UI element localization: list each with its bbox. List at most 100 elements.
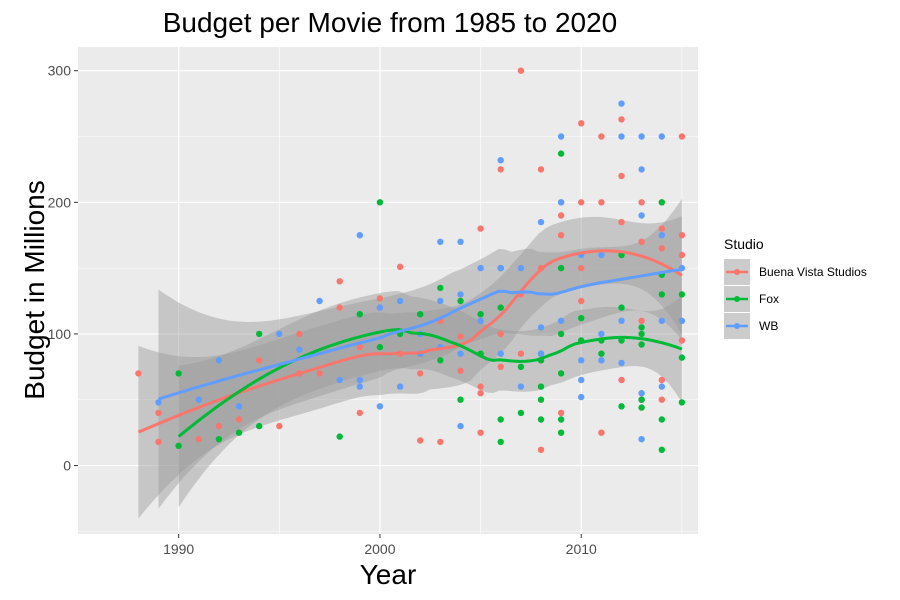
data-point bbox=[598, 350, 605, 357]
y-axis-title: Budget in Millions bbox=[19, 180, 50, 399]
data-point bbox=[437, 357, 444, 364]
data-point bbox=[537, 416, 545, 423]
data-point bbox=[437, 297, 444, 305]
data-point bbox=[457, 367, 464, 374]
data-point bbox=[517, 67, 525, 74]
data-point bbox=[457, 350, 464, 357]
confidence-band bbox=[178, 291, 682, 508]
data-point bbox=[557, 199, 565, 206]
data-point bbox=[256, 422, 263, 430]
data-point bbox=[658, 383, 665, 390]
data-point bbox=[316, 297, 323, 305]
data-point bbox=[678, 291, 686, 298]
legend-label: WB bbox=[759, 319, 778, 333]
data-point bbox=[336, 376, 343, 384]
data-point bbox=[175, 442, 182, 449]
data-point bbox=[376, 304, 384, 311]
plot-panel bbox=[78, 47, 698, 534]
data-point bbox=[578, 120, 585, 127]
data-point bbox=[658, 232, 665, 239]
data-point bbox=[457, 291, 464, 298]
data-point bbox=[598, 133, 605, 140]
data-point bbox=[296, 346, 303, 353]
data-point bbox=[557, 409, 565, 417]
data-point bbox=[638, 317, 645, 324]
data-point bbox=[658, 376, 665, 384]
data-point bbox=[215, 422, 223, 430]
data-point bbox=[578, 393, 585, 401]
data-point bbox=[638, 436, 645, 443]
data-point bbox=[537, 166, 545, 173]
data-point bbox=[497, 350, 504, 357]
data-point bbox=[356, 232, 363, 239]
data-point bbox=[477, 264, 484, 272]
data-point bbox=[618, 403, 625, 410]
data-point bbox=[638, 212, 645, 219]
data-point bbox=[517, 383, 525, 390]
data-point bbox=[457, 396, 464, 403]
data-point bbox=[316, 370, 323, 377]
data-point bbox=[678, 337, 686, 344]
data-point bbox=[557, 370, 565, 377]
data-point bbox=[356, 409, 363, 417]
data-point bbox=[497, 416, 504, 423]
data-point bbox=[557, 150, 565, 157]
data-point bbox=[678, 133, 686, 140]
data-point bbox=[658, 446, 665, 453]
data-point bbox=[618, 359, 625, 367]
data-point bbox=[336, 433, 343, 440]
data-point bbox=[678, 317, 686, 324]
data-point bbox=[557, 416, 565, 423]
data-point bbox=[437, 284, 444, 292]
x-tick-label: 2000 bbox=[364, 541, 395, 557]
data-point bbox=[376, 295, 384, 302]
data-point bbox=[155, 399, 162, 406]
confidence-band bbox=[138, 216, 682, 519]
data-point bbox=[678, 232, 686, 239]
data-point bbox=[497, 166, 504, 173]
data-point bbox=[497, 264, 504, 272]
data-point bbox=[638, 396, 645, 403]
data-point bbox=[457, 422, 464, 430]
data-point bbox=[638, 199, 645, 206]
data-point bbox=[477, 390, 484, 397]
data-point bbox=[477, 225, 484, 232]
data-point bbox=[195, 396, 202, 403]
data-point bbox=[537, 218, 545, 226]
data-point bbox=[557, 264, 565, 272]
data-point bbox=[517, 264, 525, 272]
data-point bbox=[578, 376, 585, 384]
data-point bbox=[578, 357, 585, 364]
data-point bbox=[155, 438, 162, 446]
data-point bbox=[557, 317, 565, 324]
y-tick-label: 0 bbox=[63, 458, 71, 474]
data-point bbox=[598, 357, 605, 364]
data-point bbox=[396, 297, 404, 305]
legend-label: Buena Vista Studios bbox=[759, 265, 867, 279]
chart-title: Budget per Movie from 1985 to 2020 bbox=[163, 7, 618, 38]
data-point bbox=[537, 446, 545, 453]
data-point bbox=[517, 363, 525, 370]
data-point bbox=[336, 278, 343, 285]
y-tick-label: 100 bbox=[48, 326, 72, 342]
data-point bbox=[517, 409, 525, 417]
data-point bbox=[557, 232, 565, 239]
data-point bbox=[578, 264, 585, 272]
data-point bbox=[638, 133, 645, 140]
data-point bbox=[537, 396, 545, 403]
data-point bbox=[678, 354, 686, 361]
data-point bbox=[497, 363, 504, 370]
data-point bbox=[417, 437, 424, 444]
data-point bbox=[537, 383, 545, 390]
data-point bbox=[477, 383, 484, 390]
data-point bbox=[678, 399, 686, 406]
data-point bbox=[497, 157, 504, 164]
data-point bbox=[618, 100, 625, 107]
data-point bbox=[376, 403, 384, 410]
data-point bbox=[638, 330, 645, 338]
data-point bbox=[578, 297, 585, 305]
data-point bbox=[417, 370, 424, 377]
data-point bbox=[638, 166, 645, 173]
data-point bbox=[235, 403, 243, 410]
